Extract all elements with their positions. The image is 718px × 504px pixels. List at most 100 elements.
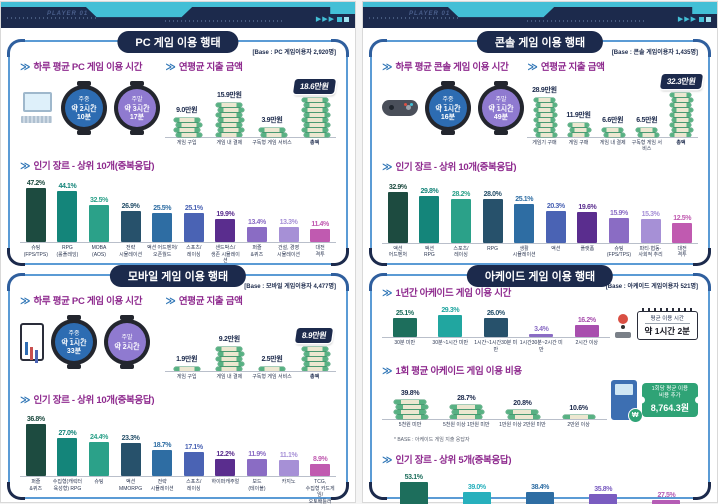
bar	[152, 212, 173, 242]
bar-column: 24.4% 슈팅	[83, 410, 115, 504]
bar-column: 13.4% 퍼즐 &퀴즈	[241, 176, 273, 265]
bar-area: 18.7%	[146, 410, 178, 476]
banknote-icon	[216, 113, 243, 117]
bar	[526, 492, 554, 504]
pixel-texture	[7, 17, 97, 19]
bar-column: 32.5% MOBA (AOS)	[83, 176, 115, 265]
bar	[652, 500, 681, 504]
section-heading-playtime: ≫ 하루 평균 PC 게임 이용 시간	[20, 59, 165, 73]
section-heading-arcade-time: ≫ 1년간 아케이드 게임 이용 시간	[382, 285, 698, 299]
bar-column: 11.4% 대전 격투	[304, 176, 336, 265]
bar-area: 13.4%	[241, 176, 273, 242]
total-badge: 8.9만원	[295, 328, 334, 343]
banknote-icon	[602, 128, 624, 132]
pixel-square	[699, 16, 704, 22]
bar-area: 3.4%	[519, 303, 565, 337]
chevrons-icon: ≫	[382, 366, 393, 377]
banknote-icon	[261, 133, 287, 137]
banknote-icon	[672, 108, 694, 112]
bar-column: 19.6% 플랫폼	[571, 177, 604, 260]
chevrons-icon: ≫	[20, 62, 31, 73]
bar-area: 25.5%	[146, 176, 178, 242]
bar-category-label: 2시간 이상	[564, 337, 610, 354]
watch-주중: 주중 약 1시간 33분	[51, 319, 97, 365]
money-category-label: 총액	[663, 137, 698, 152]
bar-value-label: 15.9%	[610, 209, 628, 217]
chevrons-icon: ≫	[20, 161, 31, 172]
banknote-icon	[301, 367, 328, 371]
money-bar-area: 6.5만원	[630, 79, 664, 137]
money-value-label: 28.9만원	[532, 87, 557, 94]
money-value-label: 3.9만원	[261, 117, 283, 124]
banknote-icon	[301, 128, 328, 132]
money-stack	[670, 92, 694, 137]
corner-decoration	[7, 273, 25, 291]
bar-category-label: 전략 시뮬레이션	[114, 242, 147, 259]
money-bar-area: 10.6%	[551, 383, 607, 419]
banknote-icon	[218, 118, 245, 122]
bar-category-label: 스포츠/ 레이싱	[177, 242, 210, 259]
bar	[640, 218, 661, 243]
money-value-label: 10.6%	[569, 405, 588, 412]
corner-decoration	[693, 39, 711, 57]
bar-column: 27.5%리듬 게임	[635, 470, 698, 504]
bar-column: 19.9% 샌드박스/ 생존 시뮬레이션	[209, 176, 242, 265]
money-category-label: 게임기 구매	[527, 137, 562, 152]
money-category-label: 1만원 이상 2만원 미만	[494, 419, 551, 434]
money-value-label: 39.8%	[400, 390, 420, 397]
arcade-time-chart: 25.1% 30분 미만 29.3% 30분~1시간 미만 26.0% 1시간~1시간30…	[382, 303, 610, 354]
money-stack	[450, 404, 485, 419]
money-category-label: 5천원 이상 1만원 미만	[438, 419, 495, 434]
bar	[25, 424, 46, 476]
pixel-texture	[165, 20, 285, 22]
bar	[387, 191, 408, 243]
watch-daytype-label: 주중	[68, 330, 80, 337]
fast-forward-icon: ▶▶▶	[678, 15, 711, 23]
bar	[529, 334, 554, 337]
money-bar-area: 1.9만원	[165, 313, 208, 371]
money-stack	[506, 409, 541, 419]
watch-time-value: 약 1시간 49분	[488, 105, 514, 121]
bar-category-label: 30분 미만	[382, 337, 428, 354]
bar-category-label: 건설, 경영 시뮬레이션	[272, 242, 305, 259]
bar-area: 16.2%	[564, 303, 610, 337]
banknote-icon	[533, 118, 555, 122]
banknote-icon	[450, 405, 483, 409]
bar-area: 23.3%	[115, 410, 147, 476]
banknote-icon	[636, 128, 658, 132]
watch-time-value: 약 1시간 16분	[435, 105, 461, 121]
page-top-banner: PLAYER 01 ▶▶▶	[363, 2, 717, 28]
watch-daytype-label: 주말	[495, 96, 507, 103]
section-heading-arcade-cost: ≫ 1회 평균 아케이드 게임 이용 비용	[382, 363, 698, 377]
bar-value-label: 20.3%	[546, 203, 565, 211]
bar-area: 13.3%	[273, 176, 305, 242]
watch-divider	[64, 337, 84, 339]
watch-time-value: 약 3시간 17분	[124, 105, 150, 121]
bar-column: 25.1% 30분 미만	[382, 303, 428, 354]
banknote-icon	[396, 405, 429, 409]
banknote-icon	[670, 133, 692, 137]
money-column: 3.9만원 구독형 게임 서비스	[250, 79, 294, 152]
bar-category-label: 1시간~1시간30분 미만	[473, 337, 519, 354]
bar-column: 29.8% 액션 RPG	[413, 177, 446, 260]
watch-daytype-label: 주중	[78, 96, 90, 103]
bar-category-label: 액션 RPG	[413, 242, 446, 260]
corner-decoration	[7, 248, 25, 266]
bar	[57, 191, 78, 242]
corner-decoration	[693, 248, 711, 266]
play-arrows: ▶▶▶	[677, 16, 697, 23]
bar-area: 36.8%	[20, 410, 52, 476]
bar-value-label: 26.9%	[121, 203, 140, 211]
heading-text: 하루 평균 PC 게임 이용 시간	[33, 296, 143, 307]
watch-daytype-label: 주말	[131, 96, 143, 103]
bar-category-label: 스포츠/ 레이싱	[177, 476, 210, 493]
section-heading-spend: ≫ 연평균 지출 금액	[527, 59, 698, 73]
banknote-icon	[533, 128, 555, 132]
money-bar-area: 6.6만원	[596, 79, 630, 137]
player-label: PLAYER 01	[47, 11, 89, 17]
bar-value-label: 13.4%	[248, 218, 266, 226]
chevrons-icon: ≫	[382, 455, 393, 466]
bar-category-label: 30분~1시간 미만	[427, 337, 473, 354]
chevrons-icon: ≫	[20, 296, 31, 307]
bar-value-label: 35.8%	[594, 486, 613, 494]
